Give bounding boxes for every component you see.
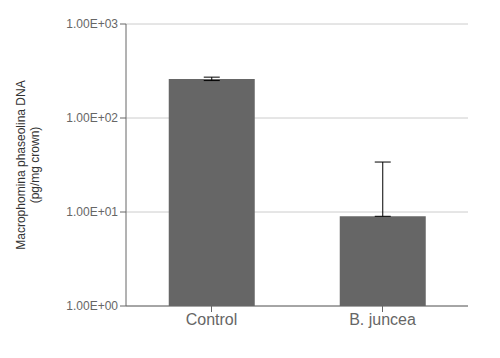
- svg-text:Control: Control: [186, 311, 238, 328]
- svg-text:Macrophomina phaseolina DNA(pg: Macrophomina phaseolina DNA(pg/mg crown): [14, 80, 42, 249]
- svg-text:1.00E+02: 1.00E+02: [66, 111, 118, 125]
- svg-text:1.00E+01: 1.00E+01: [66, 205, 118, 219]
- svg-text:1.00E+00: 1.00E+00: [66, 299, 118, 313]
- svg-text:1.00E+03: 1.00E+03: [66, 17, 118, 31]
- svg-text:B. juncea: B. juncea: [349, 311, 416, 328]
